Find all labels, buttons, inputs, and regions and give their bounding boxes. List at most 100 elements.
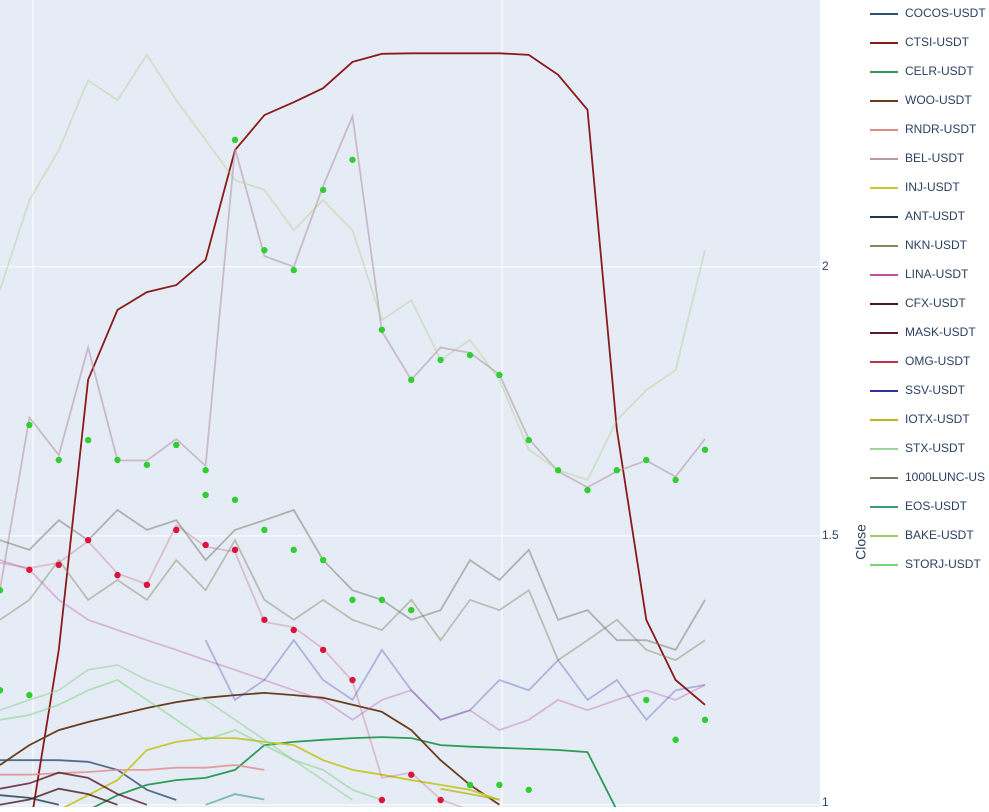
marker [231,496,239,504]
marker [496,371,503,379]
marker [349,596,356,604]
series-line [0,538,706,662]
marker [349,156,356,163]
marker [408,606,415,614]
legend-label: BAKE-USDT [905,528,974,542]
marker [26,566,33,573]
legend-label: COCOS-USDT [905,6,986,20]
series-line [0,794,60,806]
marker [55,456,62,464]
marker [408,376,415,384]
legend-label: STORJ-USDT [905,557,981,571]
marker [84,436,92,444]
marker [55,561,62,569]
legend-label: OMG-USDT [905,354,971,368]
marker [349,676,356,684]
y-tick-label: 2 [822,259,829,273]
marker [261,526,268,534]
marker [114,456,121,464]
series-line [204,638,706,722]
marker [378,796,386,804]
y-axis-title: Close [853,524,869,560]
marker [173,526,180,534]
marker [378,326,386,333]
series-line [92,736,617,807]
marker [26,421,33,429]
marker [231,546,239,554]
series-line [63,737,500,807]
y-tick-label: 1 [822,795,829,807]
marker [202,491,209,499]
marker [701,716,709,724]
marker [613,467,621,474]
series-line [0,764,265,776]
marker [173,441,180,449]
marker [143,461,151,469]
legend-label: EOS-USDT [905,499,968,513]
series-line [0,759,177,801]
marker [290,546,297,554]
marker [231,136,239,144]
marker [290,626,297,634]
marker [496,781,503,789]
legend-label: LINA-USDT [905,267,969,281]
plot [0,52,709,807]
marker [643,456,650,464]
legend: COCOS-USDT CTSI-USDT CELR-USDT WOO-USDT RNDR… [870,6,986,571]
marker [437,796,444,804]
marker [261,246,268,254]
legend-label: IOTX-USDT [905,412,970,426]
marker [672,736,679,743]
legend-label: STX-USDT [905,441,966,455]
series-line [0,53,706,481]
marker [554,467,562,474]
series-line [0,771,148,806]
series-line [0,691,500,806]
legend-label: NKN-USDT [905,238,968,252]
marker [408,771,415,778]
legend-label: ANT-USDT [905,209,966,223]
legend-label: 1000LUNC-US [905,470,985,484]
legend-label: MASK-USDT [905,325,976,339]
y-axis: 11.52 [822,259,839,809]
marker [261,616,268,623]
series-line [32,52,706,807]
series-line [0,679,383,801]
marker [672,476,679,484]
legend-label: CFX-USDT [905,296,966,310]
y-tick-label: 1.5 [822,528,839,542]
legend-label: CELR-USDT [905,64,974,78]
marker [466,351,474,359]
series-line [440,787,500,801]
marker [114,571,121,579]
marker [643,696,650,704]
marker [0,687,4,694]
marker [290,266,297,274]
series-line [0,787,118,806]
plot-background [0,0,820,807]
marker [319,556,327,564]
legend-label: INJ-USDT [905,180,960,194]
series-line [0,508,706,651]
marker [26,691,33,699]
legend-label: BEL-USDT [905,151,965,165]
marker [437,356,444,364]
marker [466,781,474,789]
marker [701,446,709,453]
marker [584,486,591,494]
marker [143,581,151,589]
legend-label: SSV-USDT [905,383,966,397]
series-line [205,793,265,806]
marker [0,586,4,594]
marker [319,186,327,194]
marker [84,536,92,544]
marker [202,467,209,474]
legend-label: RNDR-USDT [905,122,977,136]
marker [525,436,532,444]
marker [202,541,209,549]
series-line [0,559,706,732]
marker [525,786,532,793]
legend-label: CTSI-USDT [905,35,970,49]
